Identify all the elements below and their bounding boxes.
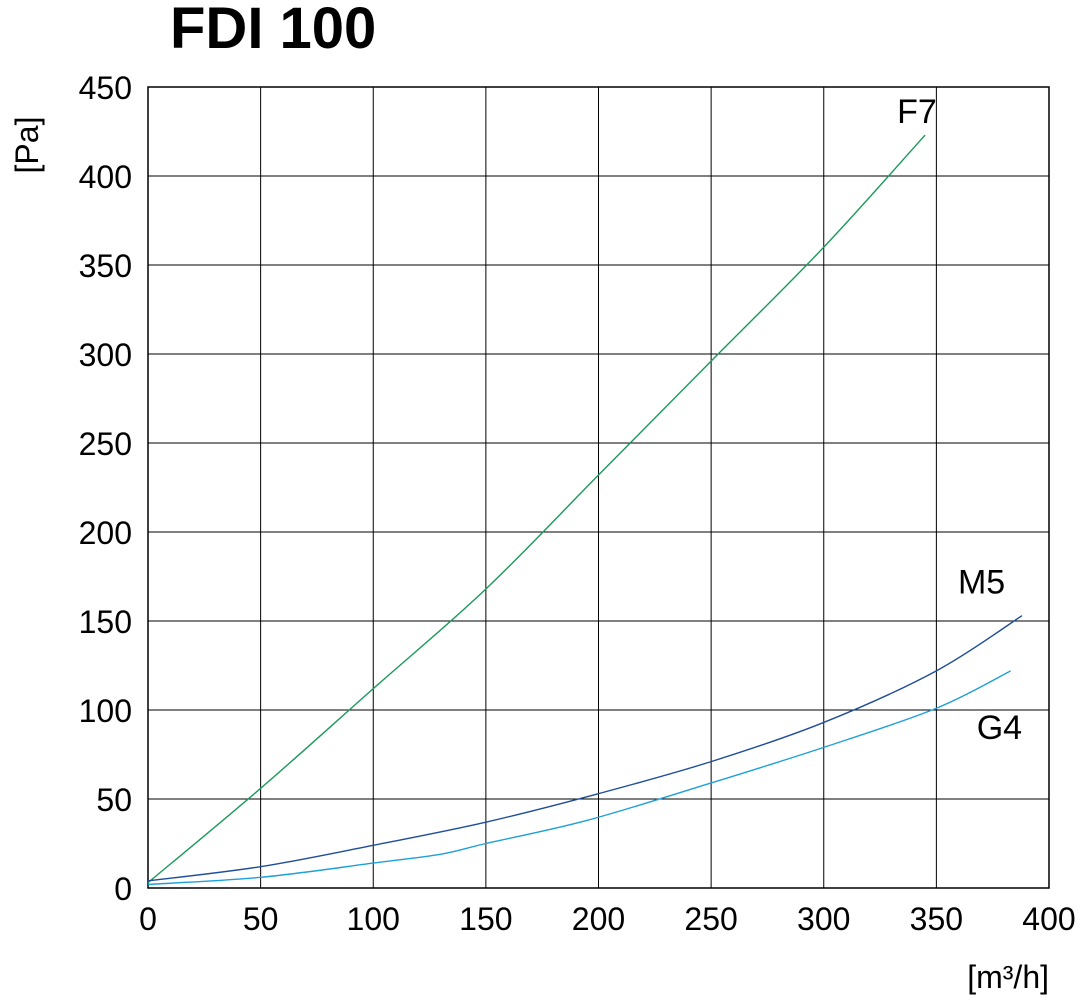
grid [147, 86, 1050, 889]
series-line-g4 [147, 670, 1012, 886]
plot-frame [147, 86, 1050, 889]
y-axis-ticks: 0 50 100 150 200 250 300 350 400 450 [79, 70, 132, 907]
y-axis-label: [Pa] [9, 117, 45, 174]
y-tick-label: 200 [79, 515, 132, 551]
x-tick-label: 250 [684, 901, 737, 937]
x-tick-label: 200 [572, 901, 625, 937]
x-tick-label: 0 [139, 901, 157, 937]
x-axis-ticks: 0 50 100 150 200 250 300 350 400 [139, 901, 1076, 937]
series-layer [147, 134, 1023, 886]
y-tick-label: 100 [79, 693, 132, 729]
x-tick-label: 100 [347, 901, 400, 937]
x-tick-label: 150 [459, 901, 512, 937]
chart-title: FDI 100 [170, 0, 376, 61]
x-tick-label: 400 [1022, 901, 1075, 937]
y-tick-label: 250 [79, 426, 132, 462]
y-tick-label: 0 [114, 871, 132, 907]
series-label-g4: G4 [977, 709, 1022, 747]
y-tick-label: 450 [79, 70, 132, 106]
series-label-f7: F7 [897, 93, 937, 131]
y-tick-label: 300 [79, 337, 132, 373]
x-tick-label: 300 [797, 901, 850, 937]
y-tick-label: 400 [79, 159, 132, 195]
y-tick-label: 50 [96, 782, 132, 818]
x-tick-label: 50 [243, 901, 279, 937]
series-labels: F7 M5 G4 [897, 93, 1022, 747]
series-label-m5: M5 [958, 564, 1005, 602]
x-axis-label: [m³/h] [967, 959, 1049, 995]
y-tick-label: 350 [79, 248, 132, 284]
series-line-f7 [147, 134, 926, 884]
series-line-m5 [147, 615, 1023, 882]
y-tick-label: 150 [79, 604, 132, 640]
x-tick-label: 350 [910, 901, 963, 937]
